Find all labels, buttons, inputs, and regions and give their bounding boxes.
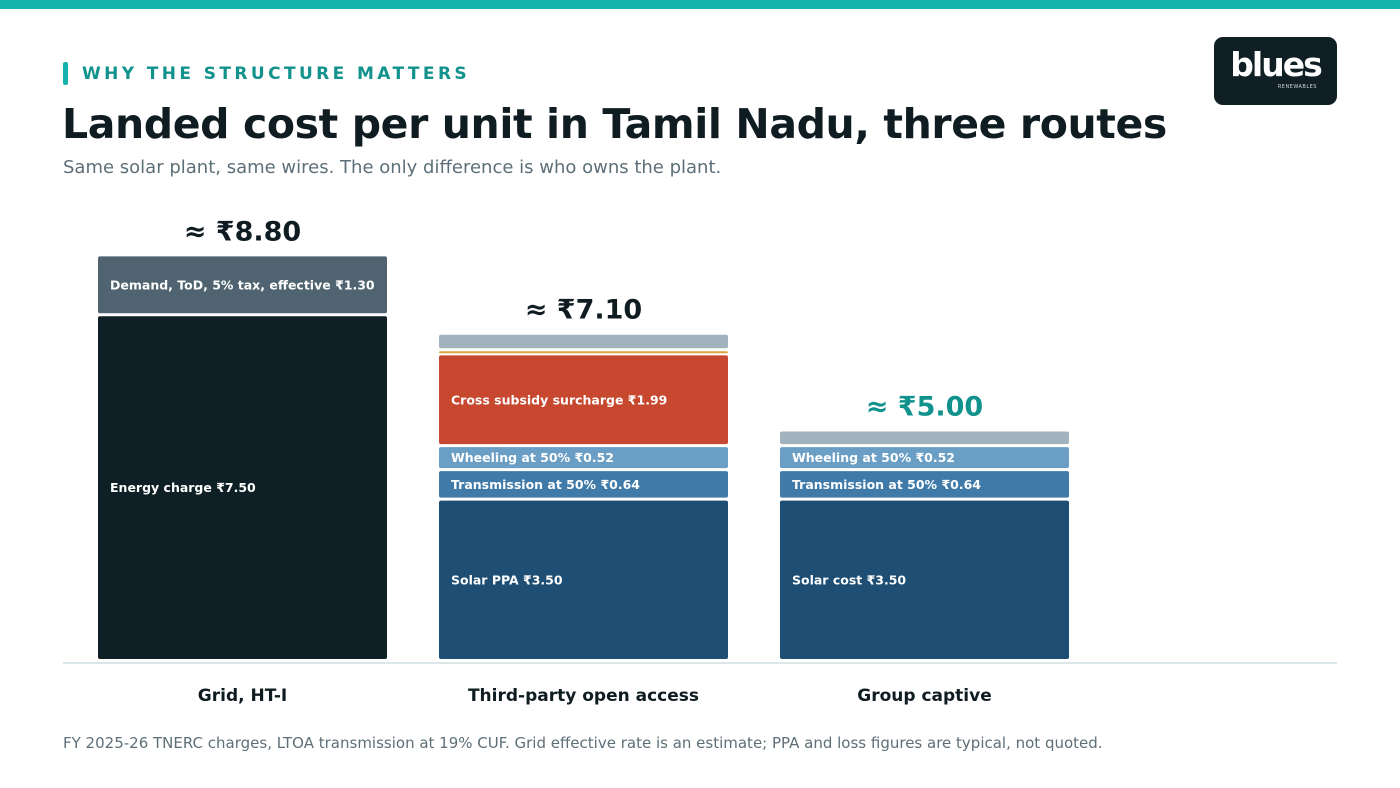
segment-label: Demand, ToD, 5% tax, effective ₹1.30	[110, 277, 375, 292]
segment-label: Wheeling at 50% ₹0.52	[792, 450, 955, 465]
logo-wordmark: blues	[1230, 45, 1322, 84]
bar-segment	[439, 355, 728, 445]
segment-label: Solar PPA ₹3.50	[451, 572, 563, 587]
bar-total-label: ≈ ₹8.80	[184, 216, 301, 247]
eyebrow-marker	[63, 62, 68, 85]
footnote: FY 2025-26 TNERC charges, LTOA transmiss…	[63, 734, 1103, 752]
segment-label: Cross subsidy surcharge ₹1.99	[451, 392, 667, 407]
bar-segment	[439, 334, 728, 349]
bar-total-label: ≈ ₹7.10	[525, 295, 642, 326]
bar-segment	[780, 447, 1069, 469]
bar-segment	[439, 351, 728, 354]
segment-label: Energy charge ₹7.50	[110, 480, 256, 495]
bar-segment	[98, 316, 387, 659]
page-title: Landed cost per unit in Tamil Nadu, thre…	[62, 100, 1167, 148]
bar-segment	[780, 500, 1069, 659]
bar-segment	[780, 431, 1069, 445]
segment-label: Transmission at 50% ₹0.64	[451, 477, 640, 492]
bar-total-label: ≈ ₹5.00	[866, 392, 983, 423]
bar-segment	[439, 447, 728, 469]
bar-segment	[439, 471, 728, 498]
brand-logo: blues RENEWABLES	[1214, 37, 1337, 105]
stacked-bar-chart: Energy charge ₹7.50 Demand, ToD, 5% tax, …	[63, 216, 1337, 706]
category-label: Group captive	[857, 686, 992, 706]
segment-label: Transmission at 50% ₹0.64	[792, 477, 981, 492]
bar-segment	[98, 256, 387, 314]
bar-segment	[780, 471, 1069, 498]
top-accent-bar	[0, 0, 1400, 9]
bar-segment	[439, 500, 728, 659]
page-subtitle: Same solar plant, same wires. The only d…	[63, 157, 722, 178]
segment-label: Solar cost ₹3.50	[792, 572, 906, 587]
category-label: Third-party open access	[468, 686, 699, 706]
category-label: Grid, HT-I	[198, 686, 287, 706]
segment-label: Wheeling at 50% ₹0.52	[451, 450, 614, 465]
logo-tagline: RENEWABLES	[1277, 84, 1317, 90]
eyebrow-label: WHY THE STRUCTURE MATTERS	[82, 64, 471, 84]
